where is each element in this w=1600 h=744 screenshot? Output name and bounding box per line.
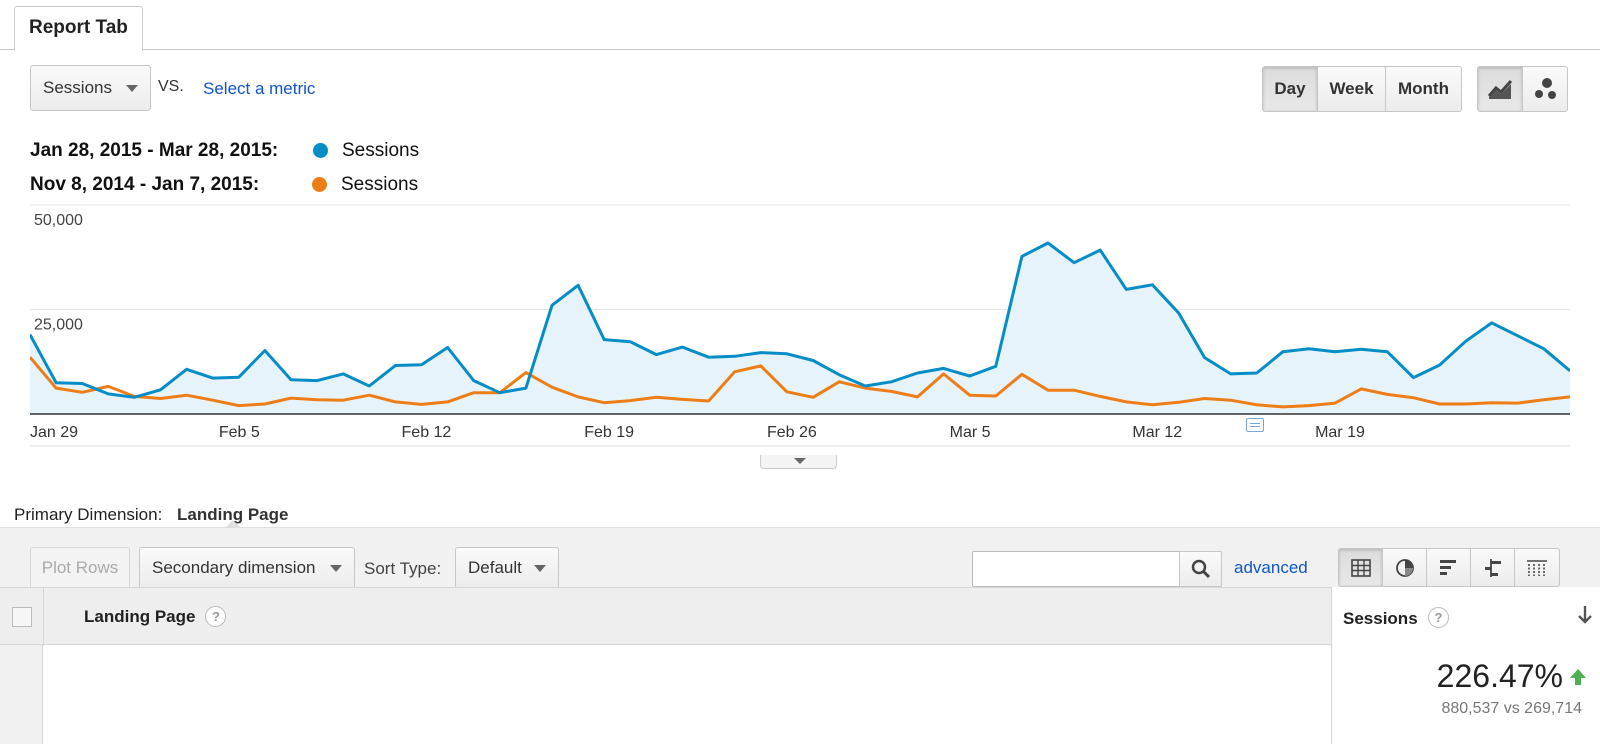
row-checkbox-column <box>0 645 43 744</box>
legend-range-current: Jan 28, 2015 - Mar 28, 2015: <box>30 140 279 161</box>
help-icon[interactable]: ? <box>1428 607 1449 628</box>
table-search-input[interactable] <box>972 551 1179 587</box>
select-all-checkbox[interactable] <box>12 607 32 627</box>
x-tick-label: Feb 26 <box>767 424 817 441</box>
pie-view-icon[interactable] <box>1383 549 1427 586</box>
plot-rows-button[interactable]: Plot Rows <box>30 547 130 589</box>
totals-row: 226.47% 880,537 vs 269,714 <box>0 645 1600 744</box>
sessions-header[interactable]: Sessions ? <box>1331 587 1600 648</box>
x-tick-label: Mar 12 <box>1132 424 1182 441</box>
arrow-up-icon <box>1570 668 1586 685</box>
line-chart-icon[interactable] <box>1478 67 1523 111</box>
legend-dot-current <box>313 143 328 158</box>
annotation-marker-icon[interactable] <box>1246 418 1264 432</box>
legend-dot-previous <box>312 177 327 192</box>
chevron-down-icon <box>126 85 138 92</box>
granularity-toggle: Day Week Month <box>1262 66 1462 112</box>
granularity-month-button[interactable]: Month <box>1398 79 1449 98</box>
sort-type-label: Sort Type: <box>364 559 442 578</box>
x-tick-label: Feb 5 <box>219 424 260 441</box>
vs-label: VS. <box>158 78 184 95</box>
granularity-week-button[interactable]: Week <box>1318 67 1386 111</box>
y-tick-label: 25,000 <box>34 317 83 334</box>
advanced-search-link[interactable]: advanced <box>1234 558 1308 577</box>
series-area-0 <box>30 243 1570 414</box>
help-icon[interactable]: ? <box>205 606 227 627</box>
total-change-value: 226.47% <box>1436 658 1563 694</box>
sort-descending-icon[interactable] <box>1577 605 1593 625</box>
pivot-view-icon[interactable] <box>1515 549 1559 586</box>
chevron-down-icon <box>330 565 342 572</box>
header-divider <box>43 588 44 646</box>
legend-range-previous: Nov 8, 2014 - Jan 7, 2015: <box>30 174 260 195</box>
primary-dimension-label: Primary Dimension: <box>14 505 163 524</box>
sessions-line-chart: 50,000 25,000 Jan 29 Feb 5 Feb 12 Feb 19 Feb 2… <box>30 204 1570 447</box>
legend-row-2: Nov 8, 2014 - Jan 7, 2015: Sessions <box>30 172 630 198</box>
x-tick-label: Mar 5 <box>950 424 991 441</box>
series-line-0 <box>30 241 1570 399</box>
landing-page-header[interactable]: Landing Page ? <box>84 606 227 627</box>
legend-row-1: Jan 28, 2015 - Mar 28, 2015: Sessions <box>30 138 630 164</box>
dimension-pointer <box>225 520 241 528</box>
x-tick-label: Feb 12 <box>402 424 452 441</box>
bar-view-icon[interactable] <box>1427 549 1471 586</box>
sort-type-value: Default <box>468 558 522 577</box>
chart-expand-handle[interactable] <box>760 455 837 469</box>
secondary-dimension-label: Secondary dimension <box>152 558 316 577</box>
primary-dimension-value[interactable]: Landing Page <box>177 505 289 524</box>
total-change-row: 226.47% <box>1437 658 1587 695</box>
x-tick-label: Jan 29 <box>30 424 78 441</box>
search-button[interactable] <box>1179 551 1222 587</box>
total-compare-value: 880,537 vs 269,714 <box>1441 700 1582 717</box>
chevron-down-icon <box>534 565 546 572</box>
motion-chart-icon[interactable] <box>1523 67 1567 111</box>
legend-label-current: Sessions <box>342 140 420 161</box>
sessions-header-label: Sessions <box>1343 609 1418 628</box>
metric-dropdown[interactable]: Sessions <box>30 65 151 111</box>
x-tick-label: Feb 19 <box>584 424 634 441</box>
comparison-view-icon[interactable] <box>1471 549 1515 586</box>
legend-label-previous: Sessions <box>341 174 419 195</box>
tab-report[interactable]: Report Tab <box>14 6 143 51</box>
landing-page-header-label: Landing Page <box>84 606 196 626</box>
tab-bar: Report Tab <box>0 0 1600 51</box>
secondary-dimension-dropdown[interactable]: Secondary dimension <box>139 547 355 589</box>
search-icon <box>1191 559 1210 579</box>
sort-type-dropdown[interactable]: Default <box>455 547 559 589</box>
granularity-day-button[interactable]: Day <box>1263 67 1318 111</box>
series-line-1 <box>30 356 1570 409</box>
x-tick-label: Mar 19 <box>1315 424 1365 441</box>
select-metric-link[interactable]: Select a metric <box>203 79 316 98</box>
metric-dropdown-label: Sessions <box>43 78 112 97</box>
y-tick-label: 50,000 <box>34 212 83 229</box>
chart-mode-toggle <box>1477 66 1568 112</box>
sessions-total-cell: 226.47% 880,537 vs 269,714 <box>1331 645 1600 744</box>
table-view-icon[interactable] <box>1339 549 1383 586</box>
table-toolbar: Plot Rows Secondary dimension Sort Type:… <box>0 527 1600 589</box>
chevron-down-icon <box>794 458 806 464</box>
table-view-toggle <box>1338 548 1560 587</box>
table-header: Landing Page ? Sessions ? <box>0 587 1600 648</box>
